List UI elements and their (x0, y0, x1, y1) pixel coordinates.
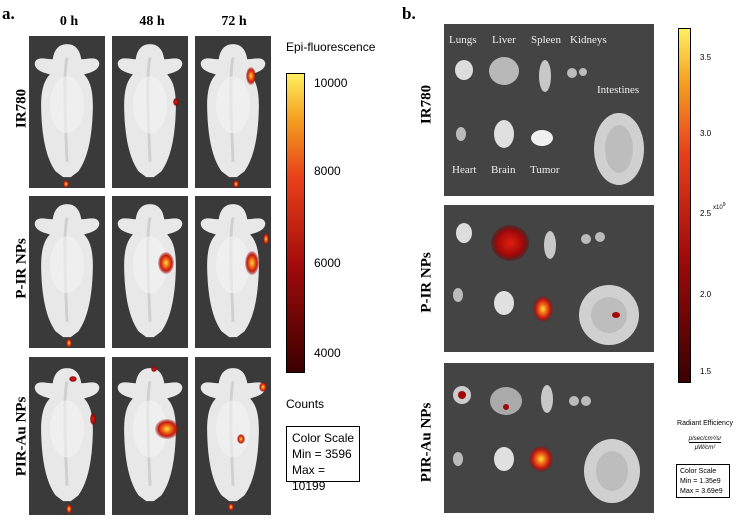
scale-b-exponent: x109 (713, 202, 726, 211)
image-pir-nps-72h (195, 196, 271, 348)
column-header-48h: 48 h (139, 14, 165, 29)
image-pir-au-nps-0h (29, 357, 105, 515)
organ-label-kidneys: Kidneys (570, 34, 607, 46)
scale-a-box: Color Scale Min = 3596 Max = 10199 (286, 426, 360, 493)
image-pir-nps-48h (112, 196, 188, 348)
organ-label-spleen: Spleen (531, 34, 561, 46)
row-label-b-ir780: IR780 (418, 84, 435, 125)
organ-label-lungs: Lungs (449, 34, 477, 46)
scale-a-tick-10000: 10000 (314, 76, 348, 90)
scale-a-colorbar (286, 73, 305, 373)
scale-b-tick-3-0: 3.0 (700, 129, 712, 138)
scale-b-tick-3-5: 3.5 (700, 53, 712, 62)
scale-a-unit: Counts (286, 397, 325, 411)
scale-b-title-block: Radiant Efficiency p/sec/cm²/sr μW/cm² (674, 420, 736, 451)
image-organs-pir-au-nps (444, 363, 654, 513)
organ-label-brain: Brain (491, 164, 516, 176)
scale-a-title: Epi-fluorescence (286, 40, 376, 54)
scale-b-colorbar (678, 28, 691, 383)
image-pir-nps-0h (29, 196, 105, 348)
row-label-b-pir-nps: P-IR NPs (418, 252, 435, 313)
image-ir780-48h (112, 36, 188, 188)
panel-b-label: b. (402, 4, 416, 23)
image-ir780-0h (29, 36, 105, 188)
scale-b-tick-1-5: 1.5 (700, 367, 712, 376)
column-header-0h: 0 h (59, 14, 79, 29)
column-header-72h: 72 h (221, 14, 247, 29)
image-pir-au-nps-72h (195, 357, 271, 515)
scale-b-box-min: Min = 1.35e9 (680, 478, 721, 485)
organ-label-heart: Heart (452, 164, 477, 176)
row-label-pir-nps: P-IR NPs (13, 238, 30, 299)
scale-a-tick-4000: 4000 (314, 346, 341, 360)
scale-b-unit-den: μW/cm² (694, 445, 716, 451)
scale-a-tick-6000: 6000 (314, 256, 341, 270)
scale-a-box-title: Color Scale (292, 431, 355, 445)
organ-label-liver: Liver (492, 34, 516, 46)
scale-b-box-max: Max = 3.69e9 (680, 488, 723, 495)
row-label-ir780: IR780 (13, 88, 30, 129)
image-organs-pir-nps (444, 205, 654, 352)
image-organs-ir780: Lungs Liver Spleen Kidneys Intestines He… (444, 24, 654, 196)
row-label-b-pir-au-nps: PIR-Au NPs (418, 402, 435, 483)
scale-a-box-min: Min = 3596 (292, 447, 352, 461)
scale-b-title: Radiant Efficiency (677, 420, 733, 427)
row-label-pir-au-nps: PIR-Au NPs (13, 396, 30, 477)
scale-a-box-max: Max = 10199 (292, 463, 326, 493)
scale-b-unit-num: p/sec/cm²/sr (688, 436, 722, 443)
organ-label-intestines: Intestines (597, 84, 640, 96)
scale-b-tick-2-0: 2.0 (700, 290, 712, 299)
organ-label-tumor: Tumor (530, 164, 560, 176)
image-ir780-72h (195, 36, 271, 188)
scale-b-tick-2-5: 2.5 (700, 209, 712, 218)
scale-b-box-title: Color Scale (680, 468, 717, 475)
scale-a-tick-8000: 8000 (314, 164, 341, 178)
scale-b-box: Color Scale Min = 1.35e9 Max = 3.69e9 (676, 464, 730, 498)
panel-a-label: a. (2, 4, 15, 23)
image-pir-au-nps-48h (112, 357, 188, 515)
